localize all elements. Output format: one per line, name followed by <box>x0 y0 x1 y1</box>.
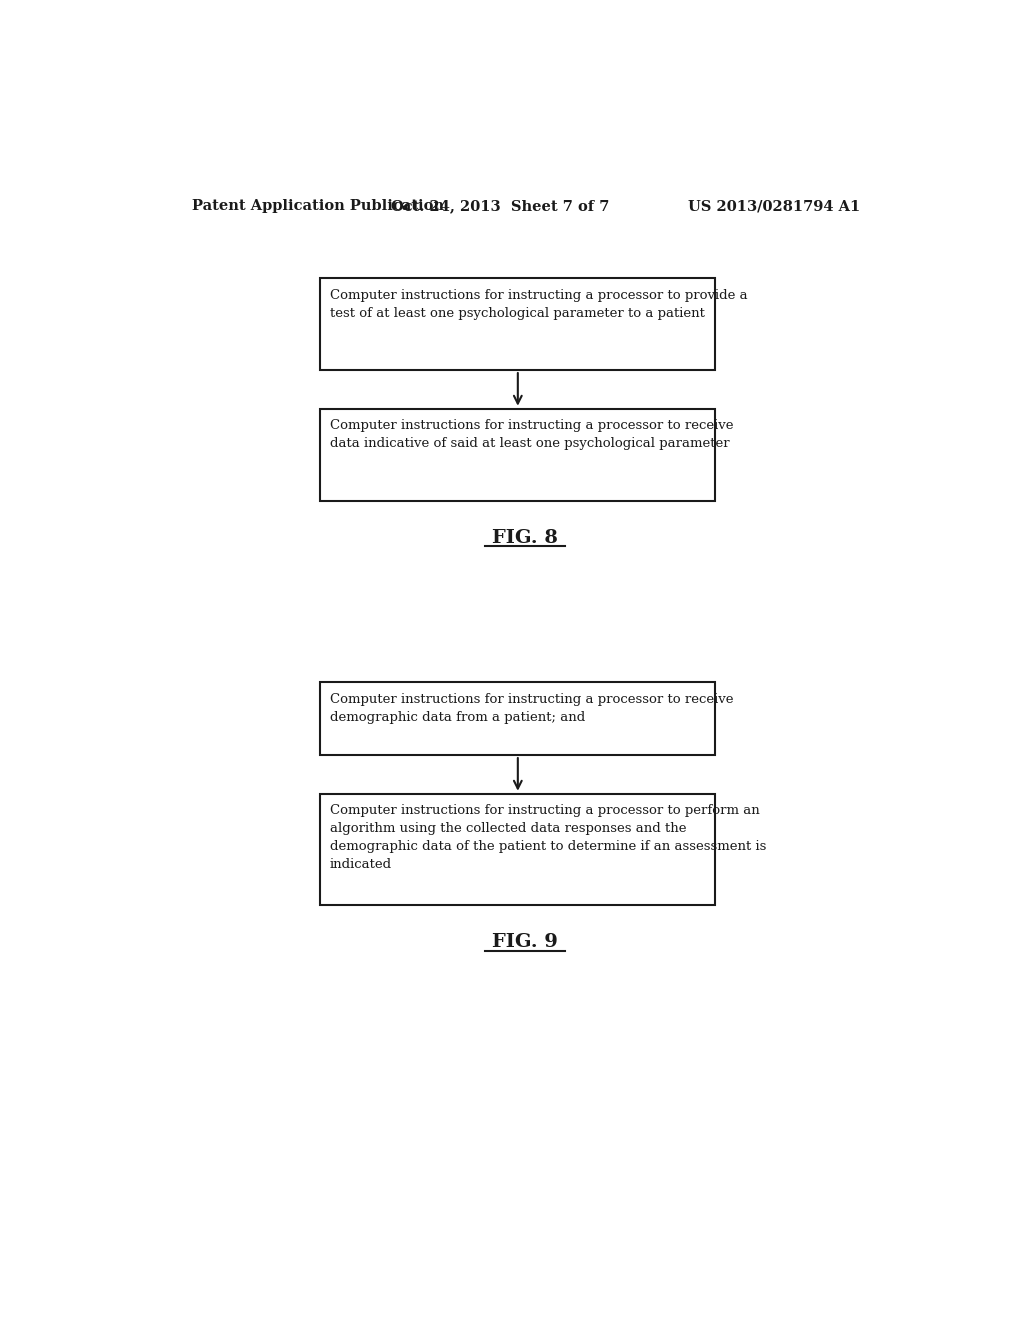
Text: Computer instructions for instructing a processor to receive
data indicative of : Computer instructions for instructing a … <box>330 420 733 450</box>
Text: Computer instructions for instructing a processor to perform an
algorithm using : Computer instructions for instructing a … <box>330 804 766 871</box>
Text: FIG. 8: FIG. 8 <box>492 529 558 546</box>
FancyBboxPatch shape <box>321 793 716 906</box>
Text: Computer instructions for instructing a processor to provide a
test of at least : Computer instructions for instructing a … <box>330 289 748 319</box>
Text: Computer instructions for instructing a processor to receive
demographic data fr: Computer instructions for instructing a … <box>330 693 733 723</box>
Text: FIG. 9: FIG. 9 <box>492 933 558 952</box>
Text: Patent Application Publication: Patent Application Publication <box>191 199 443 213</box>
FancyBboxPatch shape <box>321 277 716 370</box>
FancyBboxPatch shape <box>321 409 716 502</box>
FancyBboxPatch shape <box>321 682 716 755</box>
Text: Oct. 24, 2013  Sheet 7 of 7: Oct. 24, 2013 Sheet 7 of 7 <box>391 199 609 213</box>
Text: US 2013/0281794 A1: US 2013/0281794 A1 <box>688 199 860 213</box>
